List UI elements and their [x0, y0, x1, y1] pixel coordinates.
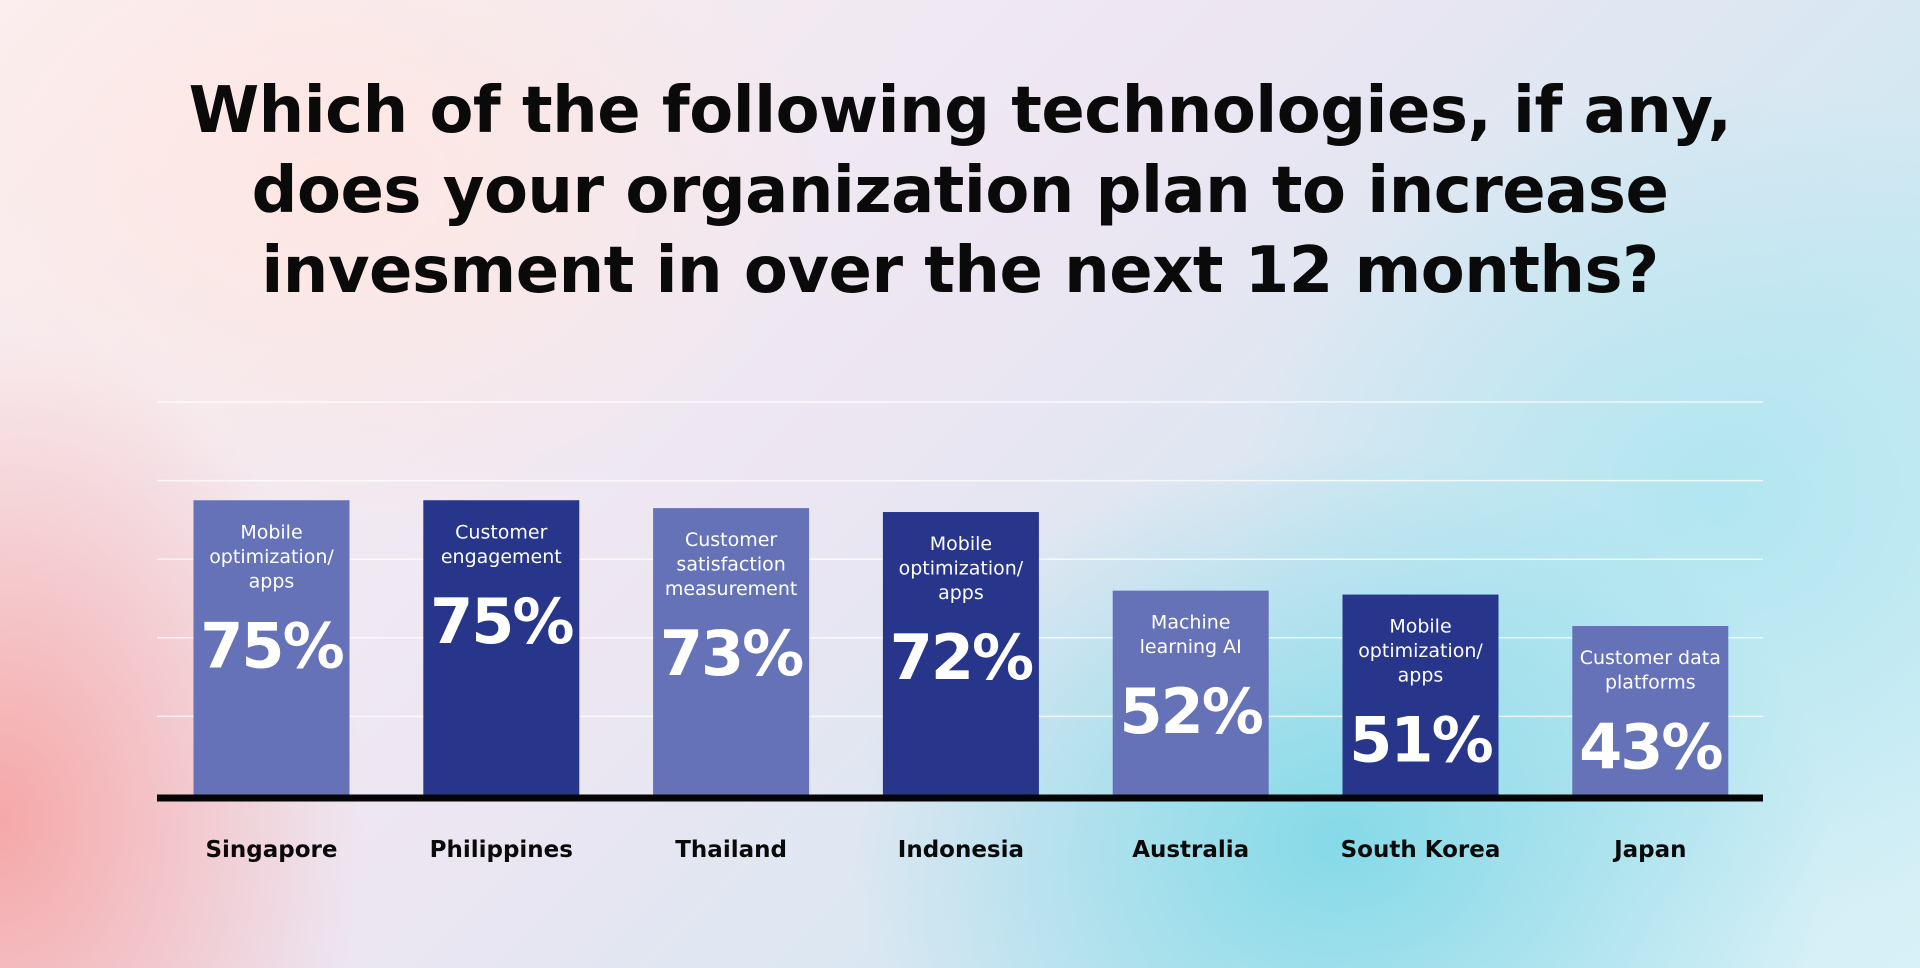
x-tick-label: Australia	[1132, 837, 1249, 863]
chart-title-line: Which of the following technologies, if …	[189, 74, 1732, 148]
bar-japan	[1572, 626, 1729, 795]
x-axis-labels: Singapore Philippines Thailand Indonesia Aus…	[205, 837, 1686, 863]
bar-technology-label: measurement	[665, 578, 798, 600]
bar-technology-label: platforms	[1605, 672, 1696, 694]
chart-title-line: invesment in over the next 12 months?	[261, 234, 1658, 308]
bar-indonesia	[882, 512, 1039, 795]
bar-thailand	[653, 508, 810, 795]
bar-value-label: 43%	[1579, 711, 1722, 784]
bar-australia	[1112, 590, 1269, 795]
bar-philippines	[423, 500, 580, 795]
bar-singapore	[193, 500, 350, 795]
bar-value-label: 52%	[1119, 675, 1262, 748]
bar-technology-label: apps	[1398, 665, 1444, 687]
bar-technology-label: Customer	[685, 529, 777, 551]
bar-technology-label: optimization/	[899, 558, 1024, 580]
bar-south-korea	[1342, 594, 1499, 795]
bar-value-label: 75%	[200, 609, 343, 682]
x-tick-label: Singapore	[205, 837, 337, 863]
bar-value-label: 73%	[660, 617, 803, 690]
bar-technology-label: apps	[249, 570, 295, 592]
bar-technology-label: engagement	[441, 546, 562, 568]
bars: Mobileoptimization/apps75%Customerengage…	[193, 500, 1729, 795]
chart-title: Which of the following technologies, if …	[189, 74, 1732, 308]
bar-technology-label: learning AI	[1140, 636, 1242, 658]
bar-technology-label: optimization/	[1358, 640, 1483, 662]
x-tick-label: South Korea	[1341, 837, 1501, 863]
bar-technology-label: Customer data	[1580, 647, 1721, 669]
bar-technology-label: Machine	[1151, 612, 1231, 634]
chart-title-line: does your organization plan to increase	[252, 154, 1669, 228]
bar-technology-label: Mobile	[240, 521, 302, 543]
x-tick-label: Philippines	[430, 837, 573, 863]
bar-technology-label: Customer	[455, 521, 547, 543]
x-tick-label: Indonesia	[898, 837, 1024, 863]
x-tick-label: Japan	[1612, 837, 1686, 863]
bar-technology-label: optimization/	[209, 546, 334, 568]
bar-value-label: 75%	[430, 585, 573, 658]
bar-value-label: 72%	[890, 621, 1033, 694]
bar-technology-label: apps	[938, 582, 984, 604]
bar-technology-label: Mobile	[1389, 616, 1451, 638]
bar-value-label: 51%	[1349, 704, 1492, 777]
x-tick-label: Thailand	[675, 837, 787, 863]
bar-technology-label: Mobile	[930, 533, 992, 555]
bar-technology-label: satisfaction	[676, 554, 785, 576]
